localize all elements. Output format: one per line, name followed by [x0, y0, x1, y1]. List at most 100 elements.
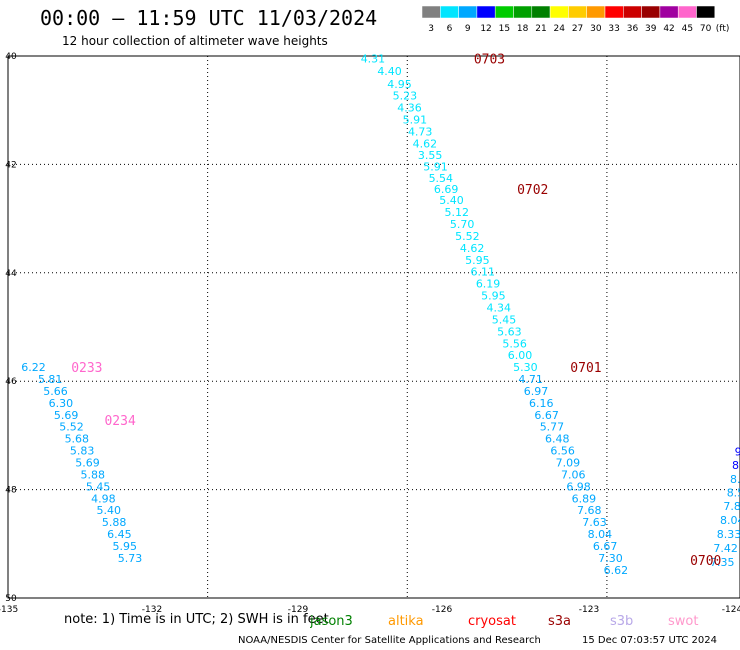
scale-unit: (ft): [716, 24, 730, 34]
wave-height-point: 5.83: [70, 445, 95, 458]
wave-height-point: 5.81: [38, 373, 63, 386]
pass-time-label: 0703: [474, 53, 505, 68]
footer-note: note: 1) Time is in UTC; 2) SWH is in fe…: [64, 612, 329, 627]
wave-height-point: 5.45: [492, 313, 517, 326]
x-tick-label: -135: [0, 605, 18, 612]
wave-height-point: 6.45: [107, 528, 132, 541]
altimeter-chart: -135 -132 -129 -126 -123 -124 40 42 44 46 48 50 4.3…: [0, 52, 740, 612]
scale-label: 27: [572, 24, 583, 34]
wave-height-point: 6.97: [524, 385, 549, 398]
satellite-legend-item: swot: [668, 614, 698, 629]
wave-height-point: 6.48: [545, 433, 570, 446]
scale-label: 15: [499, 24, 510, 34]
wave-height-point: 5.88: [102, 516, 127, 529]
y-tick-label: 50: [5, 594, 17, 604]
scale-label: 33: [608, 24, 619, 34]
wave-height-point: 5.91: [403, 113, 428, 126]
x-tick-label: -123: [579, 605, 599, 612]
wave-height-point: 6.62: [604, 564, 629, 577]
wave-height-point: 8.29: [730, 473, 740, 486]
pass-time-label: 0234: [104, 414, 135, 429]
wave-height-point: 7.68: [577, 504, 602, 517]
wave-height-point: 4.62: [460, 242, 485, 255]
wave-height-point: 7.42: [713, 542, 738, 555]
satellite-legend: jason3 altika cryosat s3a s3b swot: [310, 614, 698, 629]
wave-height-point: 6.67: [593, 540, 618, 553]
x-tick-label: -129: [288, 605, 309, 612]
wave-height-point: 6.56: [550, 445, 575, 458]
footer-credit: NOAA/NESDIS Center for Satellite Applica…: [238, 635, 541, 646]
y-tick-label: 40: [5, 52, 17, 62]
plot-area: [7, 55, 740, 599]
satellite-legend-item: s3a: [548, 614, 571, 629]
wave-height-point: 8.67: [732, 459, 740, 472]
scale-label: 6: [447, 24, 453, 34]
pass-time-label: 0700: [690, 554, 721, 569]
wave-height-point: 5.88: [81, 468, 106, 481]
page-title: 00:00 – 11:59 UTC 11/03/2024: [40, 6, 378, 30]
y-tick-label: 44: [5, 269, 17, 279]
wave-height-point: 6.30: [49, 397, 74, 410]
wave-height-point: 5.45: [86, 480, 111, 493]
wave-height-point: 4.73: [408, 125, 433, 138]
wave-height-point: 5.77: [540, 421, 565, 434]
wave-height-point: 6.67: [534, 409, 559, 422]
scale-label: 39: [645, 24, 657, 34]
wave-height-point: 4.71: [518, 373, 543, 386]
wave-height-point: 8.33: [717, 528, 740, 541]
wave-height-point: 6.16: [529, 397, 554, 410]
wave-height-point: 5.23: [393, 90, 418, 103]
wave-height-point: 4.40: [377, 65, 402, 78]
chart-subtitle: 12 hour collection of altimeter wave hei…: [62, 34, 328, 48]
wave-height-point: 6.89: [572, 492, 597, 505]
wave-height-point: 3.55: [418, 149, 443, 162]
wave-height-point: 7.35: [710, 556, 735, 569]
wave-height-point: 7.09: [556, 457, 581, 470]
scale-label: 24: [554, 24, 566, 34]
wave-height-point: 4.36: [397, 101, 422, 114]
wave-height-point: 8.51: [727, 486, 740, 499]
x-tick-label: -124: [722, 605, 740, 612]
pass-time-label: 0701: [570, 361, 601, 376]
scale-label: 36: [627, 24, 639, 34]
wave-height-point: 9.0: [735, 446, 740, 459]
scale-label: 70: [700, 24, 712, 34]
wave-height-point: 6.11: [470, 266, 495, 279]
wave-height-point: 5.69: [54, 409, 79, 422]
wave-height-point: 5.52: [455, 230, 480, 243]
wave-height-point: 5.95: [112, 540, 137, 553]
wave-height-point: 5.95: [465, 254, 490, 267]
wave-height-point: 5.70: [450, 218, 475, 231]
wave-height-point: 5.56: [502, 337, 527, 350]
color-scale-legend: 3 6 9 12 15 18 21 24 27 30 33 36 39 42 45 70 (ft): [422, 6, 730, 34]
wave-height-point: 5.69: [75, 457, 100, 470]
wave-height-point: 6.98: [566, 480, 591, 493]
wave-height-point: 5.30: [513, 361, 538, 374]
wave-height-point: 6.19: [476, 278, 501, 291]
wave-height-point: 5.68: [65, 433, 90, 446]
wave-height-point: 5.40: [97, 504, 122, 517]
pass-labels: 0703 0702 0701 0700 0233 0234: [71, 53, 721, 569]
y-tick-label: 48: [5, 486, 17, 496]
wave-height-point: 5.73: [118, 552, 143, 565]
wave-height-point: 5.54: [429, 172, 454, 185]
wave-height-point: 4.31: [361, 53, 386, 66]
wave-height-point: 4.98: [91, 492, 116, 505]
pass-time-label: 0702: [517, 183, 548, 198]
wave-height-point: 5.52: [59, 421, 84, 434]
wave-height-point: 7.88: [723, 500, 740, 513]
data-points: 4.314.404.955.234.365.914.734.623.555.91…: [21, 53, 740, 577]
wave-height-point: 6.22: [21, 361, 45, 374]
wave-height-point: 5.91: [423, 161, 448, 174]
wave-height-point: 5.95: [481, 290, 506, 303]
scale-label: 12: [480, 24, 491, 34]
wave-height-point: 5.63: [497, 325, 522, 338]
footer-timestamp: 15 Dec 07:03:57 UTC 2024: [582, 635, 717, 646]
wave-height-point: 4.62: [413, 137, 438, 150]
wave-height-point: 4.34: [486, 301, 511, 314]
wave-height-point: 5.40: [439, 194, 464, 207]
wave-height-point: 5.66: [43, 385, 67, 398]
axis-ticks: -135 -132 -129 -126 -123 -124 40 42 44 46 48 50: [0, 52, 740, 612]
scale-label: 3: [428, 24, 434, 34]
wave-height-point: 4.95: [387, 78, 412, 91]
